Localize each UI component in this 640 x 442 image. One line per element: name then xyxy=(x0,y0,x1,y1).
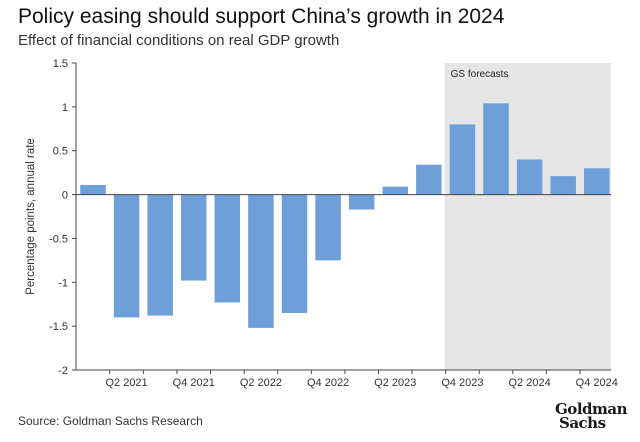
x-tick-label: Q4 2021 xyxy=(173,377,215,389)
logo-line-2: Sachs xyxy=(559,414,606,432)
y-tick-label: -0.5 xyxy=(49,233,68,245)
bar-q3-2022 xyxy=(281,194,308,313)
y-axis-label: Percentage points, annual rate xyxy=(25,138,37,295)
forecast-shade xyxy=(444,63,611,370)
x-tick-label: Q2 2023 xyxy=(374,377,416,389)
bar-q2-2022 xyxy=(248,194,274,328)
bar-q3-2021 xyxy=(147,194,173,316)
y-tick-label: 1 xyxy=(62,102,68,114)
source-note: Source: Goldman Sachs Research xyxy=(18,414,203,428)
bar-q2-2023 xyxy=(382,186,409,195)
y-tick-label: -1 xyxy=(58,277,68,289)
bar-q4-2022 xyxy=(315,194,341,261)
goldman-sachs-logo: Goldman Sachs xyxy=(555,400,635,432)
bar-q1-2021 xyxy=(80,184,106,195)
forecast-label: GS forecasts xyxy=(451,69,509,80)
bar-q3-2023 xyxy=(416,164,442,195)
axes-group: 1.5 1 0.5 0 -0.5 -1 -1.5 -2 Q2 2021 Q4 2021 Q2 202… xyxy=(49,58,618,389)
bar-q1-2022 xyxy=(214,194,241,303)
bars-group xyxy=(80,103,610,328)
bar-q3-2024 xyxy=(550,176,576,195)
bar-q1-2023 xyxy=(348,194,375,210)
x-tick-label: Q2 2021 xyxy=(105,377,147,389)
chart-title: Policy easing should support China’s gro… xyxy=(18,5,505,28)
x-tick-label: Q4 2024 xyxy=(576,377,618,389)
x-tick-label: Q4 2022 xyxy=(307,377,349,389)
bar-chart: GS forecasts 1.5 1 0.5 0 -0.5 -1 -1.5 -2 Q2 2021… xyxy=(25,58,618,389)
y-tick-label: -1.5 xyxy=(49,321,68,333)
y-tick-label: -2 xyxy=(58,365,68,377)
x-tick-label: Q2 2024 xyxy=(508,377,550,389)
bar-q1-2024 xyxy=(483,103,509,195)
x-tick-label: Q4 2023 xyxy=(441,377,483,389)
y-tick-label: 0 xyxy=(62,190,68,202)
logo-line-1: Goldman xyxy=(555,400,628,418)
y-tick-label: 0.5 xyxy=(53,146,68,158)
bar-q2-2021 xyxy=(113,194,140,318)
y-tick-label: 1.5 xyxy=(53,58,68,70)
bar-q4-2021 xyxy=(180,194,207,281)
bar-q4-2023 xyxy=(449,124,476,195)
bar-q4-2024 xyxy=(584,168,610,195)
chart-subtitle: Effect of financial conditions on real G… xyxy=(18,32,340,49)
bar-q2-2024 xyxy=(516,159,543,195)
x-tick-label: Q2 2022 xyxy=(240,377,282,389)
